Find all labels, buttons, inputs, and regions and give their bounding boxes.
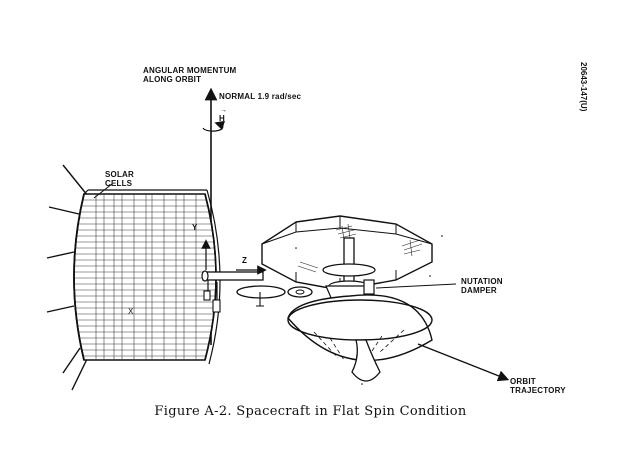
- axis-x-label: X: [128, 307, 134, 316]
- despin-shaft: [201, 265, 267, 313]
- orbit-trajectory-line1: ORBIT: [510, 377, 536, 386]
- orbit-trajectory-line2: TRAJECTORY: [510, 386, 566, 395]
- reference-marks: [295, 235, 443, 385]
- central-mast: [322, 237, 376, 319]
- platform-hatching: [297, 223, 423, 273]
- nutation-damper-label: NUTATION DAMPER: [461, 277, 503, 295]
- solar-cells-leader: [93, 183, 113, 199]
- figure-code: 20643-147(U): [579, 62, 588, 112]
- solar-cell-cylinder: [73, 189, 221, 365]
- angular-momentum-label: ANGULAR MOMENTUM ALONG ORBIT: [143, 66, 236, 84]
- parabolic-dish: [287, 294, 433, 382]
- orbit-trajectory-arrow: [417, 343, 510, 382]
- normal-rate-label: NORMAL 1.9 rad/sec: [219, 92, 302, 101]
- angular-momentum-line2: ALONG ORBIT: [143, 75, 202, 84]
- solar-cells-line1: SOLAR: [105, 170, 134, 179]
- rotation-rings: [236, 285, 313, 307]
- nutation-damper-line2: DAMPER: [461, 286, 497, 295]
- solar-cells-line2: CELLS: [105, 179, 133, 188]
- nutation-damper-leader: [375, 283, 457, 289]
- angular-momentum-line1: ANGULAR MOMENTUM: [143, 66, 237, 75]
- axis-z-label: Z: [242, 256, 247, 265]
- axis-y-label: Y: [192, 223, 198, 232]
- figure-caption: Figure A-2. Spacecraft in Flat Spin Cond…: [154, 404, 467, 419]
- antenna-rods: [46, 164, 89, 391]
- nutation-damper-line1: NUTATION: [461, 277, 503, 286]
- h-vector-letter: H: [219, 114, 225, 123]
- h-vector-label: → H: [219, 107, 228, 123]
- orbit-trajectory-label: ORBIT TRAJECTORY: [510, 377, 566, 395]
- solar-cells-label: SOLAR CELLS: [105, 170, 134, 188]
